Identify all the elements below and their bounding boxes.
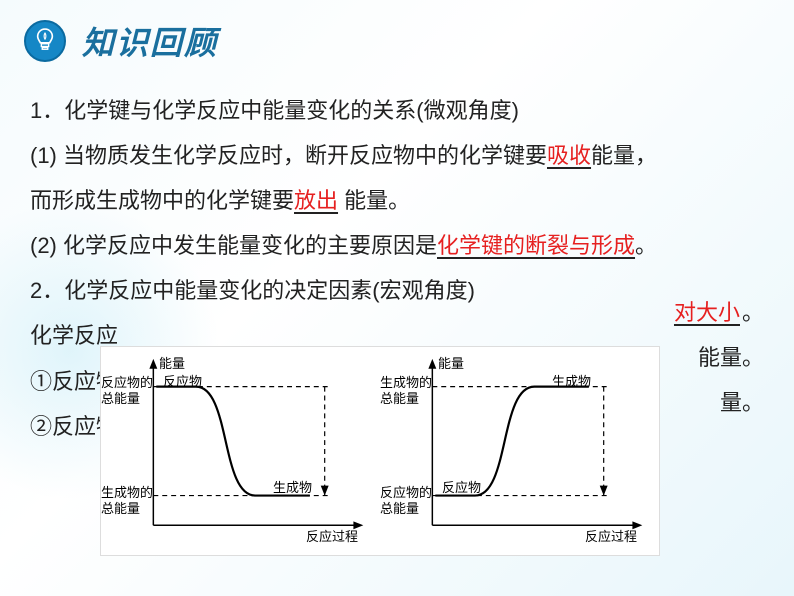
text: 量。: [720, 380, 764, 425]
page-title: 知识回顾: [82, 18, 218, 64]
bottom-side-label: 反应物的总能量: [380, 485, 432, 518]
blank-answer: 化学键的断裂与形成: [437, 233, 635, 258]
y-axis-label: 能量: [159, 353, 185, 372]
text: 。: [635, 233, 657, 258]
text: (1) 当物质发生化学反应时，断开反应物中的化学键要: [30, 143, 547, 168]
line-2: (1) 当物质发生化学反应时，断开反应物中的化学键要吸收能量，: [30, 133, 764, 178]
text: 而形成生成物中的化学键要: [30, 188, 294, 213]
text: 能量。: [338, 188, 410, 213]
text: 能量。: [698, 335, 764, 380]
text: (2) 化学反应中发生能量变化的主要原因是: [30, 233, 437, 258]
header: 知识回顾: [0, 0, 794, 64]
text: 能量，: [591, 143, 657, 168]
partial-answer: 对大小: [674, 290, 740, 335]
bottom-side-label: 生成物的总能量: [101, 485, 153, 518]
text: 化学反应: [30, 323, 118, 348]
exothermic-chart: 能量 反应物 反应物的总能量 生成物 生成物的总能量 反应过程: [101, 347, 380, 555]
line-4: (2) 化学反应中发生能量变化的主要原因是化学键的断裂与形成。: [30, 223, 764, 268]
line-5: 2．化学反应中能量变化的决定因素(宏观角度): [30, 268, 764, 313]
line-1: 1．化学键与化学反应中能量变化的关系(微观角度): [30, 88, 764, 133]
lightbulb-icon: [24, 20, 66, 62]
energy-charts: 能量 反应物 反应物的总能量 生成物 生成物的总能量 反应过程 能量 生成物 生…: [100, 346, 660, 556]
bottom-curve-label: 反应物: [442, 477, 481, 496]
blank-answer: 吸收: [547, 143, 591, 168]
text: 。: [742, 290, 764, 335]
x-axis-label: 反应过程: [585, 526, 637, 545]
top-side-label: 生成物的总能量: [380, 375, 432, 408]
bottom-curve-label: 生成物: [273, 477, 312, 496]
top-curve-label: 反应物: [163, 371, 202, 390]
y-axis-label: 能量: [438, 353, 464, 372]
line-3: 而形成生成物中的化学键要放出 能量。: [30, 178, 764, 223]
x-axis-label: 反应过程: [306, 526, 358, 545]
endothermic-chart: 能量 生成物 生成物的总能量 反应物 反应物的总能量 反应过程: [380, 347, 659, 555]
top-curve-label: 生成物: [552, 371, 591, 390]
top-side-label: 反应物的总能量: [101, 375, 153, 408]
blank-answer: 放出: [294, 188, 338, 213]
